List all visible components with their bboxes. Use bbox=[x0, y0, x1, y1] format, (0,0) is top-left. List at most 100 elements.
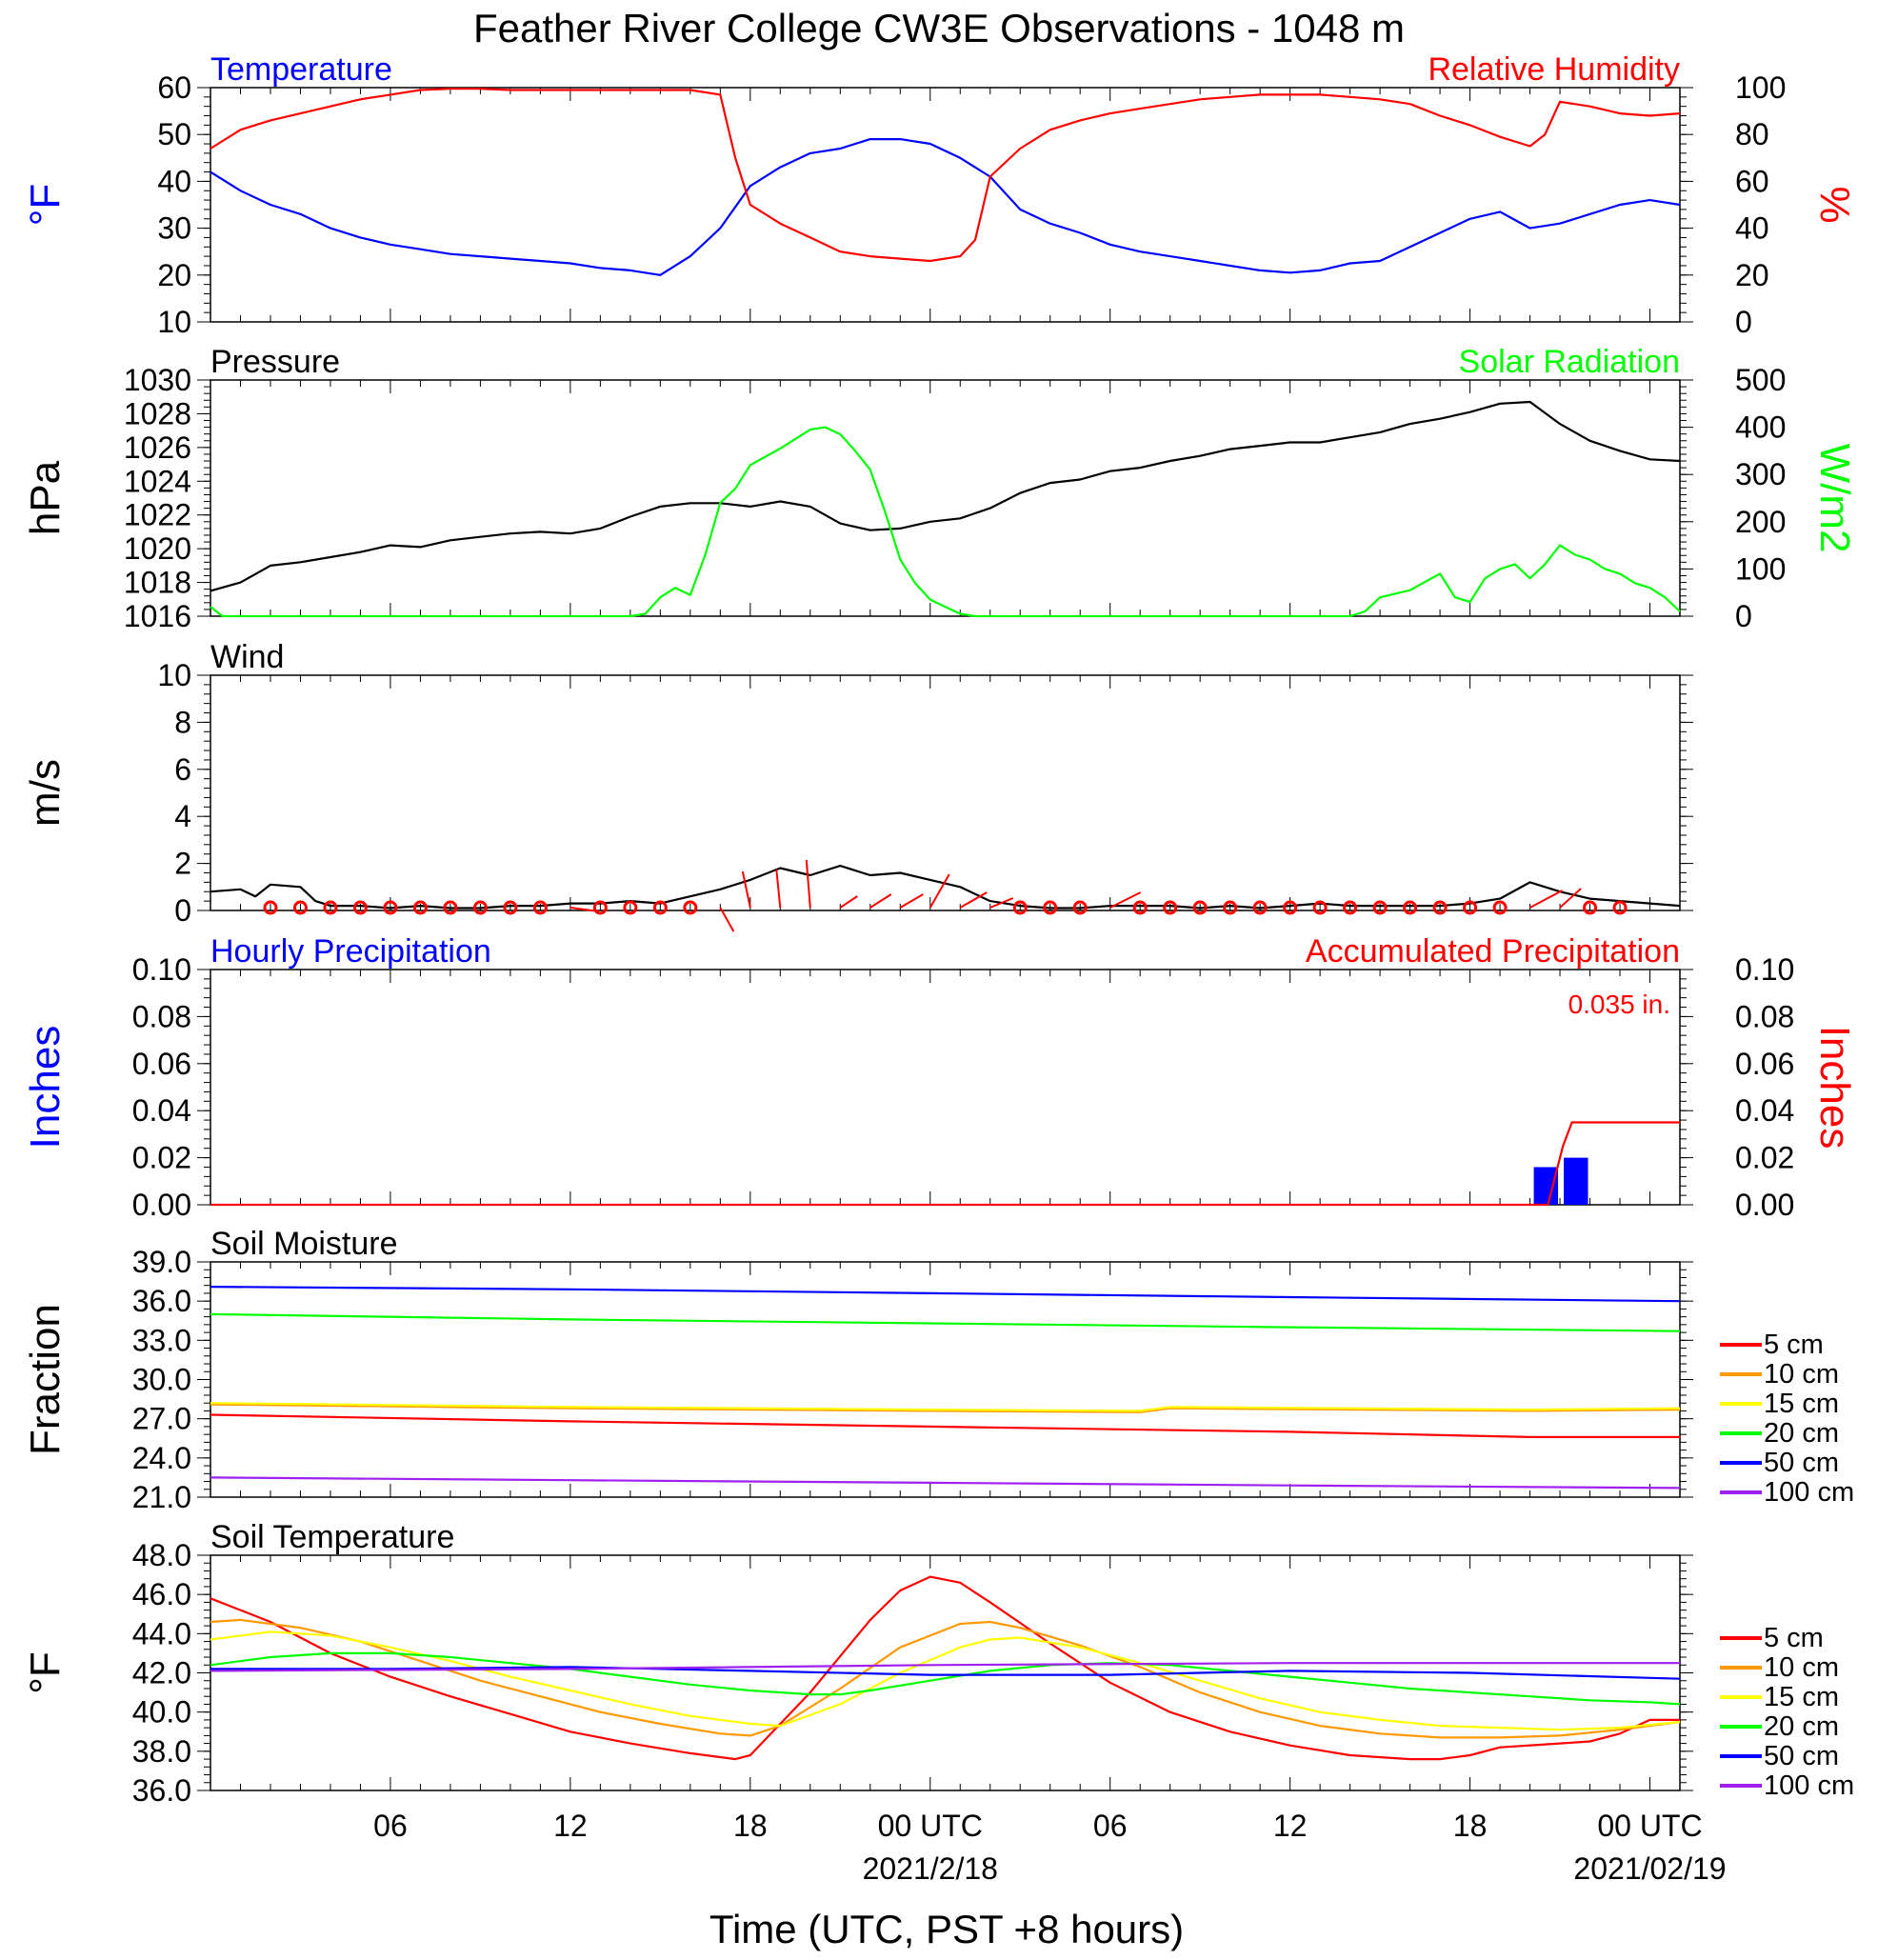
y-tick-label: 20 bbox=[157, 258, 191, 292]
legend-label: 5 cm bbox=[1764, 1623, 1824, 1653]
plot-frame bbox=[210, 379, 1681, 617]
x-tick-label: 00 UTC bbox=[878, 1809, 983, 1843]
y-tick-label-right: 0.06 bbox=[1735, 1047, 1794, 1081]
y-tick-label: 27.0 bbox=[132, 1402, 191, 1436]
y-tick-label: 42.0 bbox=[132, 1656, 191, 1690]
x-tick-label: 00 UTC bbox=[1597, 1809, 1702, 1843]
y-axis-unit-right: % bbox=[1811, 186, 1858, 223]
y-tick-label: 46.0 bbox=[132, 1577, 191, 1611]
x-date-label: 2021/2/18 bbox=[863, 1851, 998, 1886]
y-tick-label: 0.00 bbox=[132, 1188, 191, 1222]
series-line-0 bbox=[210, 138, 1681, 276]
wind-barb-calm bbox=[1312, 900, 1328, 915]
y-axis-unit-left: m/s bbox=[22, 759, 69, 827]
y-tick-label: 36.0 bbox=[132, 1284, 191, 1318]
y-tick-label: 6 bbox=[174, 752, 191, 787]
legend-label: 50 cm bbox=[1764, 1448, 1839, 1478]
wind-barb-calm bbox=[383, 900, 398, 915]
wind-barb bbox=[719, 907, 735, 932]
y-axis-unit-left: Fraction bbox=[22, 1304, 69, 1455]
y-tick-label-right: 400 bbox=[1735, 410, 1786, 445]
panel-soil-moisture: 21.0 24.0 27.0 30.0 33.0 36.0 39.0 Soil Moistur… bbox=[22, 1226, 1854, 1514]
wind-barb bbox=[805, 859, 811, 909]
y-axis-unit-right: Inches bbox=[1811, 1026, 1858, 1150]
precip-bar bbox=[1533, 1167, 1559, 1205]
series-line-0 bbox=[210, 864, 1681, 910]
wind-barb-calm bbox=[503, 900, 518, 915]
x-tick-label: 12 bbox=[553, 1809, 588, 1843]
wind-barb-calm bbox=[1583, 900, 1598, 915]
panel-label-left: Temperature bbox=[210, 51, 392, 88]
wind-barb-calm bbox=[652, 900, 668, 915]
y-axis-unit-left: hPa bbox=[22, 460, 69, 535]
y-tick-label: 21.0 bbox=[132, 1480, 191, 1514]
y-tick-label: 0.02 bbox=[132, 1141, 191, 1175]
legend-label: 10 cm bbox=[1764, 1359, 1839, 1390]
x-axis: 06 12 18 00 UTC 2021/2/18 06 12 18 00 UTC 2021/02… bbox=[373, 1809, 1726, 1886]
wind-barb-calm bbox=[1132, 900, 1148, 915]
x-date-label: 2021/02/19 bbox=[1573, 1851, 1726, 1886]
wind-barb-calm bbox=[1012, 900, 1028, 915]
wind-barb-calm bbox=[683, 900, 698, 915]
wind-barb-calm bbox=[412, 900, 428, 915]
series-line-20cm bbox=[210, 1312, 1681, 1332]
legend-label: 15 cm bbox=[1764, 1389, 1839, 1419]
y-tick-label: 50 bbox=[157, 117, 191, 151]
y-tick-label: 60 bbox=[157, 70, 191, 105]
y-tick-label: 4 bbox=[174, 799, 191, 833]
y-tick-label: 8 bbox=[174, 705, 191, 739]
series-line-0 bbox=[210, 1121, 1680, 1207]
series-line-1 bbox=[210, 426, 1681, 618]
panel-precip: 0.00 0.02 0.04 0.06 0.08 0.10 0.00 0.02 0.04 0.06… bbox=[22, 933, 1858, 1222]
y-tick-label: 1026 bbox=[124, 430, 191, 465]
y-tick-label: 0.06 bbox=[132, 1047, 191, 1081]
wind-barb bbox=[1529, 890, 1564, 909]
legend-label: 5 cm bbox=[1764, 1330, 1824, 1360]
y-tick-label-right: 200 bbox=[1735, 505, 1786, 539]
precip-bar bbox=[1564, 1157, 1588, 1205]
y-tick-label: 1020 bbox=[124, 531, 191, 566]
y-tick-label: 24.0 bbox=[132, 1441, 191, 1475]
wind-barb-calm bbox=[1612, 900, 1628, 915]
y-tick-label-right: 500 bbox=[1735, 363, 1786, 397]
x-tick-label: 18 bbox=[1453, 1809, 1488, 1843]
accumulated-total-label: 0.035 in. bbox=[1568, 990, 1670, 1019]
series-line-5cm bbox=[210, 1575, 1680, 1761]
wind-barb bbox=[929, 873, 950, 909]
y-tick-label-right: 0.00 bbox=[1735, 1188, 1794, 1222]
y-tick-label: 10 bbox=[157, 658, 191, 692]
y-tick-label: 33.0 bbox=[132, 1323, 191, 1357]
y-tick-label: 44.0 bbox=[132, 1616, 191, 1650]
wind-barb bbox=[959, 891, 988, 909]
series-line-10cm bbox=[210, 1403, 1681, 1413]
y-tick-label: 1028 bbox=[124, 396, 191, 430]
panel-label-left: Soil Moisture bbox=[210, 1226, 398, 1262]
plot-frame bbox=[210, 969, 1681, 1206]
y-tick-label: 0.04 bbox=[132, 1093, 191, 1128]
y-tick-label: 40 bbox=[157, 164, 191, 198]
wind-barb bbox=[741, 870, 751, 909]
series-line-10cm bbox=[210, 1618, 1681, 1739]
y-tick-label: 38.0 bbox=[132, 1734, 191, 1769]
panel-soil-temp: 36.0 38.0 40.0 42.0 44.0 46.0 48.0 Soil Tempera… bbox=[22, 1519, 1854, 1808]
y-axis-unit-left: °F bbox=[22, 184, 69, 226]
wind-barb bbox=[899, 893, 924, 909]
y-tick-label-right: 60 bbox=[1735, 164, 1769, 198]
series-line-50cm bbox=[210, 1286, 1681, 1303]
x-tick-label: 12 bbox=[1273, 1809, 1308, 1843]
y-tick-label: 1024 bbox=[124, 464, 191, 498]
y-tick-label-right: 0 bbox=[1735, 599, 1752, 633]
chart-title: Feather River College CW3E Observations … bbox=[473, 6, 1405, 50]
legend-label: 100 cm bbox=[1764, 1770, 1854, 1801]
series-line-50cm bbox=[210, 1666, 1681, 1680]
panel-label-right: Solar Radiation bbox=[1459, 344, 1680, 380]
y-tick-label: 30.0 bbox=[132, 1363, 191, 1397]
y-axis-unit-right: W/m2 bbox=[1811, 444, 1858, 553]
wind-barb-calm bbox=[1163, 900, 1178, 915]
wind-barb-calm bbox=[472, 900, 488, 915]
panel-label-right: Relative Humidity bbox=[1428, 51, 1680, 88]
wind-barb bbox=[869, 893, 892, 909]
wind-barb bbox=[989, 897, 1014, 909]
y-tick-label-right: 0.10 bbox=[1735, 952, 1794, 987]
y-tick-label-right: 0.02 bbox=[1735, 1141, 1794, 1175]
